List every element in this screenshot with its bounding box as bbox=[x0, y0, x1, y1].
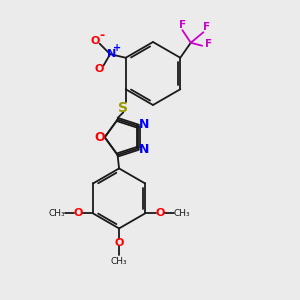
Text: F: F bbox=[205, 39, 212, 49]
Text: CH₃: CH₃ bbox=[173, 209, 190, 218]
Text: N: N bbox=[107, 49, 116, 59]
Text: F: F bbox=[203, 22, 210, 32]
Text: O: O bbox=[94, 131, 105, 144]
Text: CH₃: CH₃ bbox=[48, 209, 65, 218]
Text: -: - bbox=[100, 29, 105, 42]
Text: N: N bbox=[139, 118, 150, 131]
Text: CH₃: CH₃ bbox=[111, 257, 128, 266]
Text: F: F bbox=[179, 20, 186, 30]
Text: S: S bbox=[118, 101, 128, 116]
Text: +: + bbox=[113, 43, 121, 52]
Text: O: O bbox=[114, 238, 124, 248]
Text: O: O bbox=[74, 208, 83, 218]
Text: N: N bbox=[139, 143, 150, 156]
Text: O: O bbox=[94, 64, 104, 74]
Text: O: O bbox=[90, 36, 100, 46]
Text: O: O bbox=[155, 208, 165, 218]
